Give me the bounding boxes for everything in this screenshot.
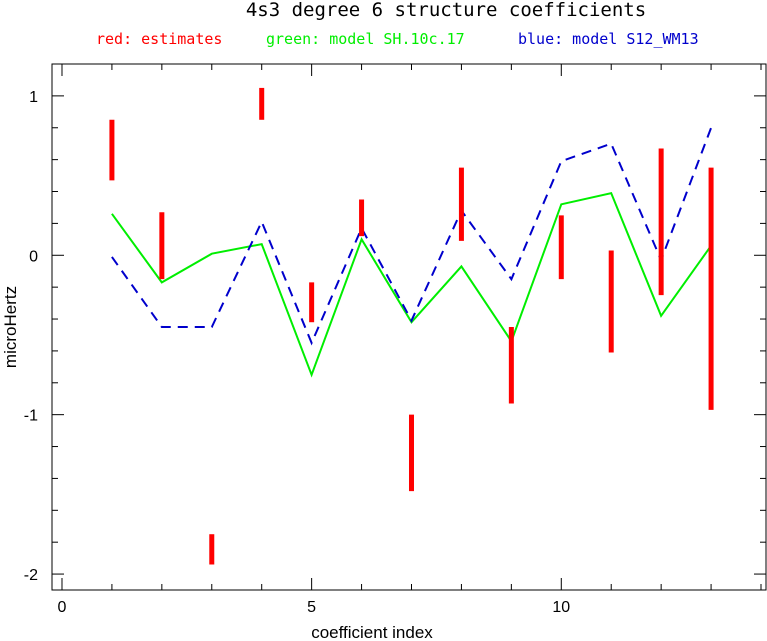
x-tick-label: 10 xyxy=(552,599,570,616)
x-axis-label: coefficient index xyxy=(311,623,433,641)
model-lines xyxy=(111,127,713,378)
series-line-s12wm13 xyxy=(111,127,713,346)
y-tick-label: 1 xyxy=(29,89,38,106)
legend-estimates: red: estimates xyxy=(96,30,222,48)
estimate-bars xyxy=(109,87,714,565)
y-tick-label: -1 xyxy=(24,408,38,425)
axis-ticks xyxy=(52,63,766,590)
series-line-sh10c17 xyxy=(111,191,712,378)
x-tick-label: 0 xyxy=(58,599,67,616)
legend-model-s12wm13: blue: model S12_WM13 xyxy=(518,30,699,48)
y-axis-label: microHertz xyxy=(1,286,20,368)
plot-frame xyxy=(51,63,767,591)
y-tick-label: -2 xyxy=(24,567,38,584)
legend-model-sh10c17: green: model SH.10c.17 xyxy=(266,30,465,48)
x-tick-label: 5 xyxy=(307,599,316,616)
y-tick-label: 0 xyxy=(29,248,38,265)
chart-title: 4s3 degree 6 structure coefficients xyxy=(246,0,646,21)
